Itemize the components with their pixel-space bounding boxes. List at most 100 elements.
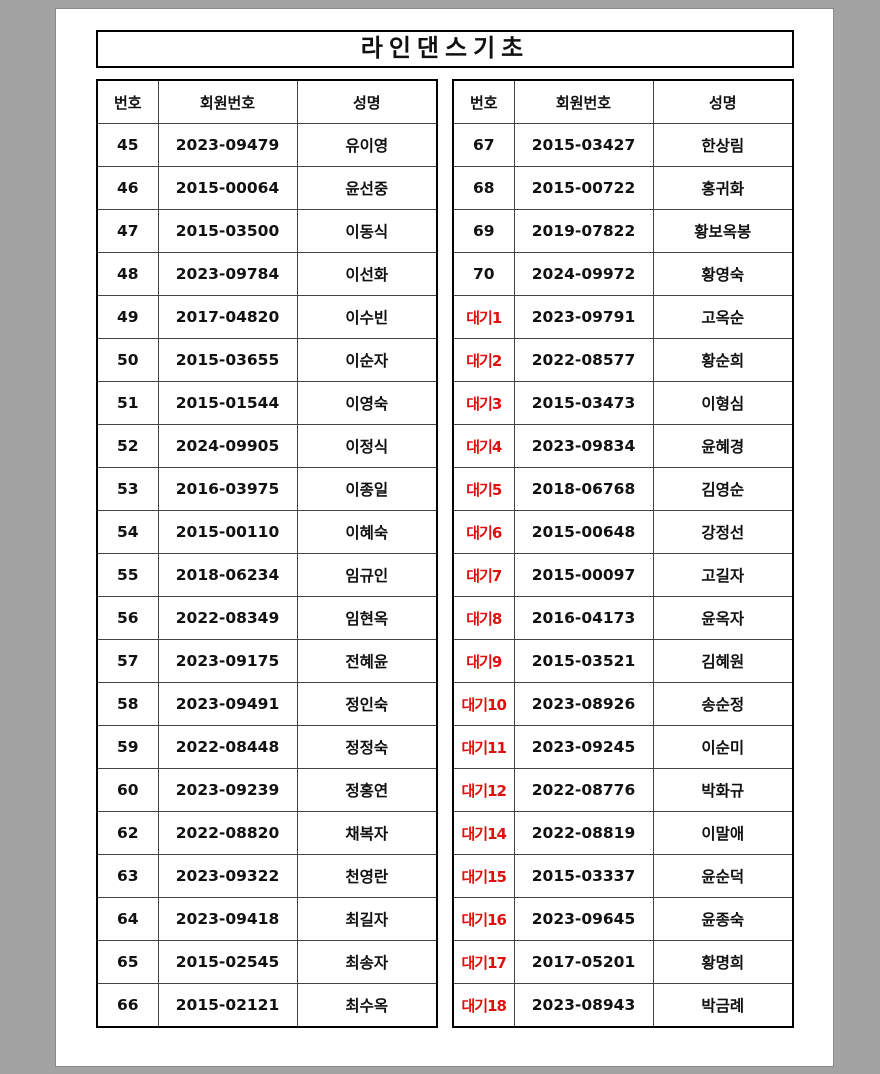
row-number: 63 [96, 854, 159, 898]
member-id-cell: 2015-00097 [513, 553, 654, 597]
table-row: 대기1 2023-09791 고옥순 [452, 295, 794, 339]
row-number: 대기16 [452, 897, 515, 941]
row-number: 대기2 [452, 338, 515, 382]
member-id-cell: 2022-08448 [157, 725, 298, 769]
header-row: 번호 회원번호 성명 [452, 79, 794, 124]
table-row: 대기12 2022-08776 박화규 [452, 768, 794, 812]
table-row: 48 2023-09784 이선화 [96, 252, 438, 296]
member-name-cell: 박금례 [652, 983, 794, 1028]
row-number: 49 [96, 295, 159, 339]
table-row: 56 2022-08349 임현옥 [96, 596, 438, 640]
member-id-cell: 2015-03655 [157, 338, 298, 382]
member-name-cell: 이영숙 [296, 381, 438, 425]
table-row: 대기5 2018-06768 김영순 [452, 467, 794, 511]
table-row: 63 2023-09322 천영란 [96, 854, 438, 898]
table-row: 68 2015-00722 홍귀화 [452, 166, 794, 210]
row-number: 66 [96, 983, 159, 1028]
member-id-cell: 2023-09418 [157, 897, 298, 941]
member-name-cell: 이정식 [296, 424, 438, 468]
member-id-cell: 2015-03427 [513, 123, 654, 167]
member-id-cell: 2019-07822 [513, 209, 654, 253]
row-number: 대기15 [452, 854, 515, 898]
table-row: 51 2015-01544 이영숙 [96, 381, 438, 425]
row-number: 대기12 [452, 768, 515, 812]
member-table-right: 번호 회원번호 성명 67 2015-03427 한상림 68 2015-00722 홍귀… [452, 79, 794, 1028]
member-name-cell: 윤순덕 [652, 854, 794, 898]
header-member-id: 회원번호 [157, 79, 298, 124]
table-row: 60 2023-09239 정홍연 [96, 768, 438, 812]
member-name-cell: 정정숙 [296, 725, 438, 769]
table-row: 54 2015-00110 이혜숙 [96, 510, 438, 554]
member-id-cell: 2017-05201 [513, 940, 654, 984]
member-name-cell: 최수옥 [296, 983, 438, 1028]
header-no: 번호 [96, 79, 159, 124]
member-id-cell: 2018-06234 [157, 553, 298, 597]
member-name-cell: 이말애 [652, 811, 794, 855]
row-number: 70 [452, 252, 515, 296]
table-row: 65 2015-02545 최송자 [96, 940, 438, 984]
table-row: 대기17 2017-05201 황명희 [452, 940, 794, 984]
row-number: 54 [96, 510, 159, 554]
member-id-cell: 2023-08943 [513, 983, 654, 1028]
member-name-cell: 윤종숙 [652, 897, 794, 941]
row-number: 64 [96, 897, 159, 941]
member-id-cell: 2017-04820 [157, 295, 298, 339]
table-row: 46 2015-00064 윤선중 [96, 166, 438, 210]
member-name-cell: 홍귀화 [652, 166, 794, 210]
member-name-cell: 이순자 [296, 338, 438, 382]
table-row: 49 2017-04820 이수빈 [96, 295, 438, 339]
table-row: 55 2018-06234 임규인 [96, 553, 438, 597]
row-number: 45 [96, 123, 159, 167]
member-name-cell: 이종일 [296, 467, 438, 511]
table-row: 대기3 2015-03473 이형심 [452, 381, 794, 425]
row-number: 67 [452, 123, 515, 167]
member-id-cell: 2015-01544 [157, 381, 298, 425]
row-number: 48 [96, 252, 159, 296]
row-number: 대기14 [452, 811, 515, 855]
member-name-cell: 황명희 [652, 940, 794, 984]
member-name-cell: 이수빈 [296, 295, 438, 339]
member-id-cell: 2022-08577 [513, 338, 654, 382]
member-name-cell: 고길자 [652, 553, 794, 597]
row-number: 대기7 [452, 553, 515, 597]
row-number: 58 [96, 682, 159, 726]
member-id-cell: 2015-03500 [157, 209, 298, 253]
member-name-cell: 임규인 [296, 553, 438, 597]
member-id-cell: 2016-03975 [157, 467, 298, 511]
member-id-cell: 2023-09791 [513, 295, 654, 339]
table-row: 대기7 2015-00097 고길자 [452, 553, 794, 597]
member-id-cell: 2022-08349 [157, 596, 298, 640]
row-number: 57 [96, 639, 159, 683]
member-id-cell: 2023-09491 [157, 682, 298, 726]
row-number: 대기5 [452, 467, 515, 511]
member-name-cell: 유이영 [296, 123, 438, 167]
member-id-cell: 2015-03521 [513, 639, 654, 683]
table-row: 57 2023-09175 전혜윤 [96, 639, 438, 683]
member-id-cell: 2015-00722 [513, 166, 654, 210]
member-name-cell: 정홍연 [296, 768, 438, 812]
table-row: 대기11 2023-09245 이순미 [452, 725, 794, 769]
row-number: 68 [452, 166, 515, 210]
table-row: 67 2015-03427 한상림 [452, 123, 794, 167]
table-row: 대기8 2016-04173 윤옥자 [452, 596, 794, 640]
member-name-cell: 김혜원 [652, 639, 794, 683]
row-number: 대기4 [452, 424, 515, 468]
member-id-cell: 2015-00064 [157, 166, 298, 210]
table-row: 59 2022-08448 정정숙 [96, 725, 438, 769]
member-name-cell: 이동식 [296, 209, 438, 253]
table-row: 대기2 2022-08577 황순희 [452, 338, 794, 382]
member-name-cell: 최송자 [296, 940, 438, 984]
row-number: 53 [96, 467, 159, 511]
member-id-cell: 2023-09479 [157, 123, 298, 167]
table-row: 52 2024-09905 이정식 [96, 424, 438, 468]
row-number: 59 [96, 725, 159, 769]
member-name-cell: 천영란 [296, 854, 438, 898]
header-member-id: 회원번호 [513, 79, 654, 124]
table-row: 69 2019-07822 황보옥봉 [452, 209, 794, 253]
member-id-cell: 2023-09784 [157, 252, 298, 296]
table-row: 66 2015-02121 최수옥 [96, 983, 438, 1028]
row-number: 46 [96, 166, 159, 210]
header-no: 번호 [452, 79, 515, 124]
member-id-cell: 2022-08819 [513, 811, 654, 855]
header-row: 번호 회원번호 성명 [96, 79, 438, 124]
